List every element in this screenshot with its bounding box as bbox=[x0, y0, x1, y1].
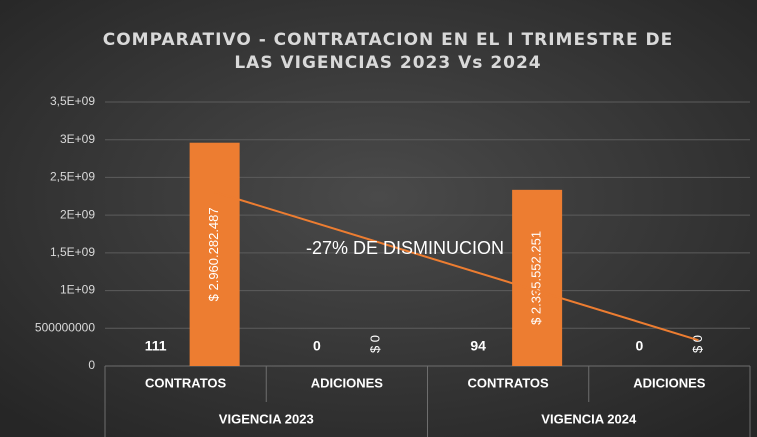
chart-title: COMPARATIVO - CONTRATACION EN EL I TRIME… bbox=[103, 30, 674, 50]
data-label: 111 bbox=[145, 338, 167, 354]
bar bbox=[189, 142, 240, 366]
group-label: VIGENCIA 2024 bbox=[541, 411, 637, 426]
x-tick-label: CONTRATOS bbox=[145, 375, 226, 390]
x-tick-label: ADICIONES bbox=[633, 375, 706, 390]
data-label: $ 2.960.282.487 bbox=[206, 207, 221, 301]
data-label: 94 bbox=[470, 338, 486, 354]
x-tick-label: CONTRATOS bbox=[468, 375, 549, 390]
x-tick-label: ADICIONES bbox=[311, 375, 384, 390]
trendline bbox=[214, 191, 699, 342]
y-tick-label: 3,5E+09 bbox=[50, 94, 95, 108]
y-tick-label: 0 bbox=[88, 358, 95, 372]
chart-title: LAS VIGENCIAS 2023 Vs 2024 bbox=[234, 53, 541, 73]
data-label: $ 0 bbox=[367, 335, 382, 353]
data-label: 0 bbox=[635, 338, 643, 354]
y-tick-label: 1,5E+09 bbox=[50, 245, 95, 259]
y-tick-label: 2,5E+09 bbox=[50, 170, 95, 184]
y-tick-label: 500000000 bbox=[35, 320, 95, 334]
y-tick-label: 2E+09 bbox=[60, 207, 95, 221]
annotation: -27% DE DISMINUCION bbox=[306, 238, 504, 258]
data-label: 0 bbox=[313, 338, 321, 354]
y-tick-label: 1E+09 bbox=[60, 283, 95, 297]
data-label: $ 2.335.552.251 bbox=[529, 231, 544, 325]
bar bbox=[512, 189, 563, 366]
group-label: VIGENCIA 2023 bbox=[219, 411, 314, 426]
y-tick-label: 3E+09 bbox=[60, 132, 95, 146]
